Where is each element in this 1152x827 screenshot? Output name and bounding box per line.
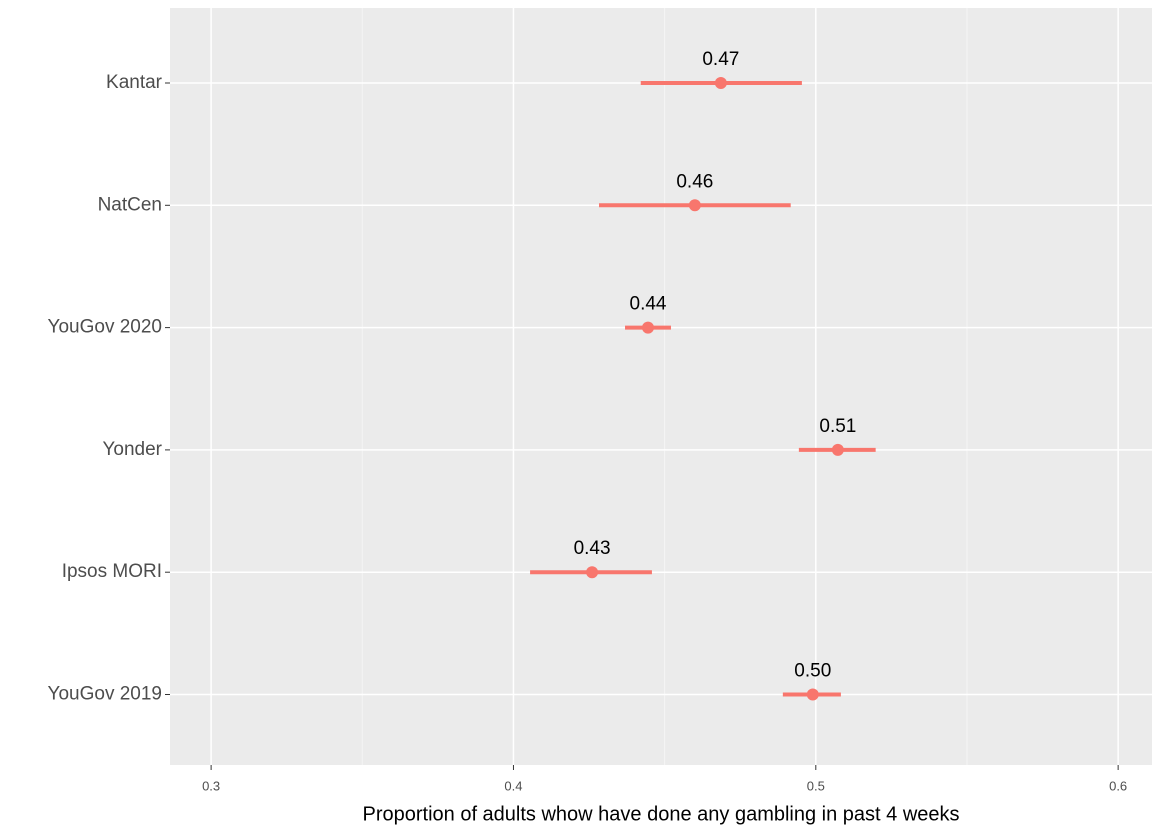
y-tick-label: Yonder bbox=[102, 439, 162, 460]
panel bbox=[170, 8, 1152, 765]
value-label: 0.46 bbox=[676, 171, 713, 192]
value-label: 0.51 bbox=[819, 416, 856, 437]
x-tick-label: 0.5 bbox=[807, 778, 825, 793]
x-tick-label: 0.6 bbox=[1109, 778, 1127, 793]
point bbox=[714, 77, 727, 89]
y-tick-label: YouGov 2020 bbox=[48, 317, 162, 338]
x-axis-title: Proportion of adults whow have done any … bbox=[362, 803, 959, 825]
x-tick-label: 0.3 bbox=[202, 778, 220, 793]
y-tick-label: Ipsos MORI bbox=[62, 561, 162, 582]
point bbox=[688, 199, 701, 212]
value-label: 0.44 bbox=[630, 294, 667, 315]
x-tick-label: 0.4 bbox=[504, 778, 522, 793]
point bbox=[641, 321, 654, 334]
y-tick-label: YouGov 2019 bbox=[48, 684, 162, 705]
value-label: 0.50 bbox=[794, 661, 831, 682]
y-tick-label: NatCen bbox=[98, 194, 162, 215]
value-label: 0.47 bbox=[702, 49, 739, 70]
value-label: 0.43 bbox=[574, 538, 611, 559]
point bbox=[806, 688, 819, 701]
y-tick-label: Kantar bbox=[106, 72, 163, 93]
point bbox=[831, 443, 844, 456]
point bbox=[586, 566, 599, 579]
